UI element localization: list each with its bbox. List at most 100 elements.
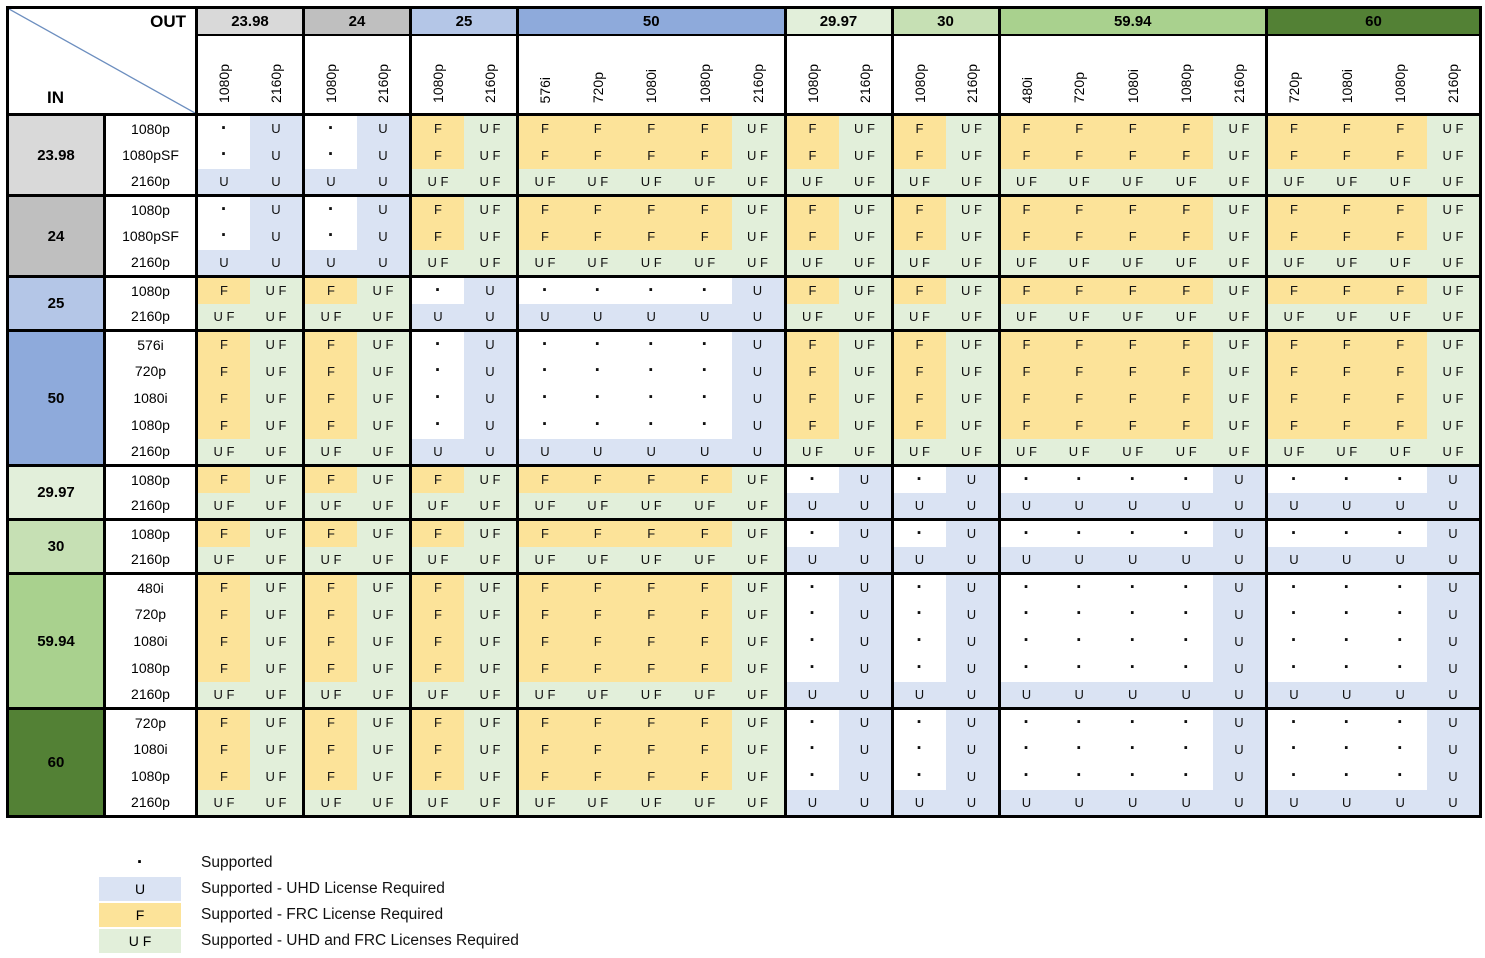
matrix-cell: U F [357, 384, 411, 412]
matrix-cell: U [731, 411, 785, 439]
matrix-cell: · [1159, 600, 1213, 628]
matrix-cell: U [1213, 492, 1267, 520]
matrix-cell: U [1373, 681, 1427, 709]
out-col-label: 2160p [963, 64, 980, 103]
matrix-cell: U F [731, 518, 785, 547]
matrix-cell: U [464, 384, 518, 412]
matrix-cell: U F [838, 275, 892, 304]
matrix-cell: U F [1427, 168, 1481, 196]
matrix-cell: U [1106, 492, 1160, 520]
out-col-label: 1080i [643, 68, 660, 103]
matrix-cell: U [1373, 789, 1427, 817]
matrix-cell: · [997, 762, 1053, 790]
matrix-cell: · [624, 411, 678, 439]
out-col-label: 720p [1286, 71, 1302, 103]
matrix-cell: · [1052, 464, 1106, 493]
matrix-cell: F [678, 762, 732, 790]
matrix-cell: U [571, 303, 625, 331]
matrix-cell: U F [464, 789, 518, 817]
out-col-25-1080p: 1080p [409, 35, 464, 115]
matrix-cell: U F [357, 303, 411, 331]
matrix-cell: U F [516, 492, 571, 520]
matrix-cell: F [571, 113, 625, 142]
matrix-cell: · [1265, 762, 1320, 790]
matrix-cell: U F [783, 168, 839, 196]
matrix-cell: U F [464, 627, 518, 655]
matrix-cell: F [1052, 275, 1106, 304]
matrix-cell: U F [1213, 249, 1267, 277]
out-col-label: 1080p [323, 64, 339, 103]
matrix-cell: · [783, 572, 839, 601]
matrix-cell: U F [945, 438, 999, 466]
matrix-cell: · [1159, 464, 1213, 493]
matrix-cell: · [997, 654, 1053, 682]
matrix-cell: U F [1427, 113, 1481, 142]
matrix-cell: U F [1052, 438, 1106, 466]
matrix-cell: U [838, 735, 892, 763]
matrix-cell: U F [1213, 357, 1267, 385]
matrix-cell: U F [678, 168, 732, 196]
matrix-cell: U [838, 627, 892, 655]
matrix-cell: U F [945, 222, 999, 250]
matrix-cell: F [571, 222, 625, 250]
matrix-cell: U F [1427, 438, 1481, 466]
matrix-cell: U F [464, 572, 518, 601]
matrix-cell: U F [464, 194, 518, 223]
matrix-cell: U [838, 600, 892, 628]
in-row-59.94-1080i: 1080i [104, 627, 198, 655]
matrix-cell: · [302, 113, 357, 142]
matrix-cell: U [357, 113, 411, 142]
matrix-cell: U [783, 492, 839, 520]
matrix-cell: U F [250, 789, 304, 817]
matrix-cell: U F [838, 168, 892, 196]
out-col-label: 1080p [216, 64, 232, 103]
matrix-cell: U F [302, 492, 357, 520]
matrix-cell: · [1320, 600, 1374, 628]
matrix-cell: U F [1213, 222, 1267, 250]
matrix-cell: · [678, 329, 732, 358]
matrix-cell: U F [302, 681, 357, 709]
matrix-cell: U F [1106, 303, 1160, 331]
matrix-cell: F [409, 654, 464, 682]
matrix-cell: F [783, 222, 839, 250]
in-row-23.98-1080p: 1080p [104, 113, 198, 142]
matrix-cell: F [409, 762, 464, 790]
matrix-cell: U F [195, 546, 250, 574]
matrix-cell: · [890, 654, 946, 682]
matrix-cell: U F [997, 249, 1053, 277]
matrix-cell: U [1427, 464, 1481, 493]
matrix-cell: U F [678, 492, 732, 520]
matrix-cell: U F [731, 681, 785, 709]
matrix-cell: U [1427, 735, 1481, 763]
matrix-cell: F [1052, 357, 1106, 385]
matrix-cell: U [1373, 492, 1427, 520]
matrix-cell: · [571, 411, 625, 439]
matrix-cell: U [1159, 681, 1213, 709]
matrix-cell: · [195, 141, 250, 169]
legend-label: Supported - UHD and FRC Licenses Require… [201, 932, 519, 949]
matrix-cell: F [302, 627, 357, 655]
matrix-cell: U [838, 518, 892, 547]
legend-label: Supported [201, 854, 273, 871]
matrix-cell: · [1320, 627, 1374, 655]
matrix-cell: · [997, 518, 1053, 547]
matrix-cell: F [997, 194, 1053, 223]
out-col-25-2160p: 2160p [464, 35, 518, 115]
matrix-cell: U F [571, 789, 625, 817]
matrix-cell: F [997, 384, 1053, 412]
matrix-cell: U [1427, 600, 1481, 628]
matrix-cell: U [195, 168, 250, 196]
matrix-cell: U [1213, 735, 1267, 763]
out-group-60: 60 [1265, 7, 1481, 36]
matrix-cell: U F [357, 438, 411, 466]
matrix-cell: U [302, 249, 357, 277]
matrix-cell: U [997, 681, 1053, 709]
matrix-cell: F [1159, 329, 1213, 358]
matrix-cell: · [678, 275, 732, 304]
matrix-cell: U F [409, 681, 464, 709]
matrix-cell: · [409, 384, 464, 412]
